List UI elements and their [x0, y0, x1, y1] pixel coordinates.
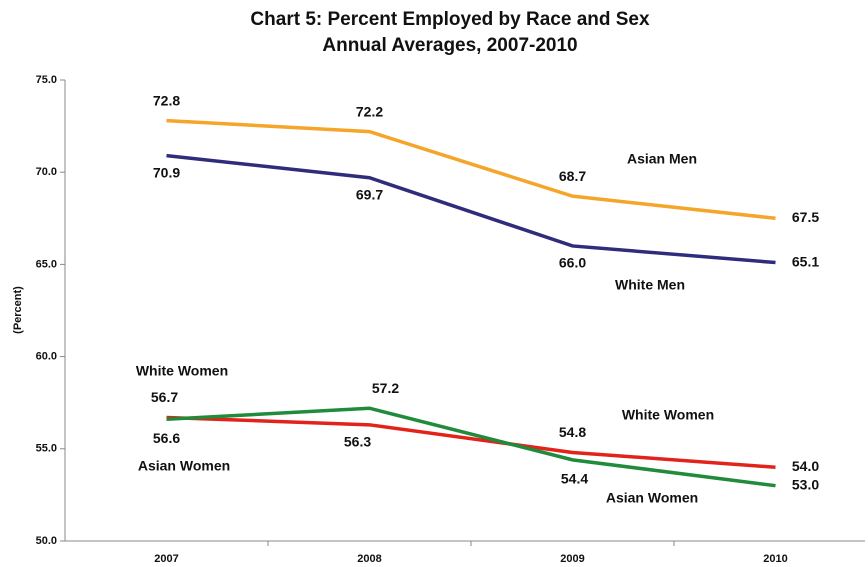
data-label: 56.7 — [151, 389, 178, 405]
data-label: 72.8 — [153, 92, 180, 108]
data-label: 66.0 — [559, 255, 586, 271]
series-label: White Women — [622, 407, 714, 423]
series-label: White Men — [615, 277, 685, 293]
x-tick-label: 2010 — [763, 553, 787, 565]
y-tick-label: 75.0 — [36, 74, 57, 86]
data-label: 69.7 — [356, 186, 383, 202]
data-label: 54.4 — [561, 471, 588, 487]
y-tick-label: 60.0 — [36, 351, 57, 363]
data-label: 68.7 — [559, 168, 586, 184]
series-label: Asian Men — [627, 151, 697, 167]
y-tick-label: 50.0 — [36, 535, 57, 547]
data-label: 72.2 — [356, 103, 383, 119]
series-label: Asian Women — [138, 458, 230, 474]
x-tick-label: 2007 — [154, 553, 178, 565]
y-tick-label: 65.0 — [36, 258, 57, 270]
series-label: Asian Women — [606, 490, 698, 506]
chart-title: Chart 5: Percent Employed by Race and Se… — [250, 9, 650, 30]
y-axis-label: (Percent) — [12, 286, 24, 334]
data-label: 53.0 — [792, 476, 819, 492]
y-tick-label: 70.0 — [36, 166, 57, 178]
data-label: 54.8 — [559, 424, 586, 440]
series-line — [166, 415, 776, 469]
x-tick-label: 2008 — [357, 553, 381, 565]
series-line — [166, 153, 776, 265]
data-label: 56.3 — [344, 434, 371, 450]
series-line — [166, 406, 776, 488]
data-label: 70.9 — [153, 164, 180, 180]
data-label: 56.6 — [153, 430, 180, 446]
y-tick-label: 55.0 — [36, 443, 57, 455]
data-label: 54.0 — [792, 458, 819, 474]
series-label: White Women — [136, 363, 228, 379]
x-tick-label: 2009 — [560, 553, 584, 565]
chart-subtitle: Annual Averages, 2007-2010 — [322, 35, 577, 56]
data-label: 65.1 — [792, 253, 819, 269]
data-label: 57.2 — [372, 380, 399, 396]
data-label: 67.5 — [792, 209, 819, 225]
series-line — [166, 118, 776, 221]
